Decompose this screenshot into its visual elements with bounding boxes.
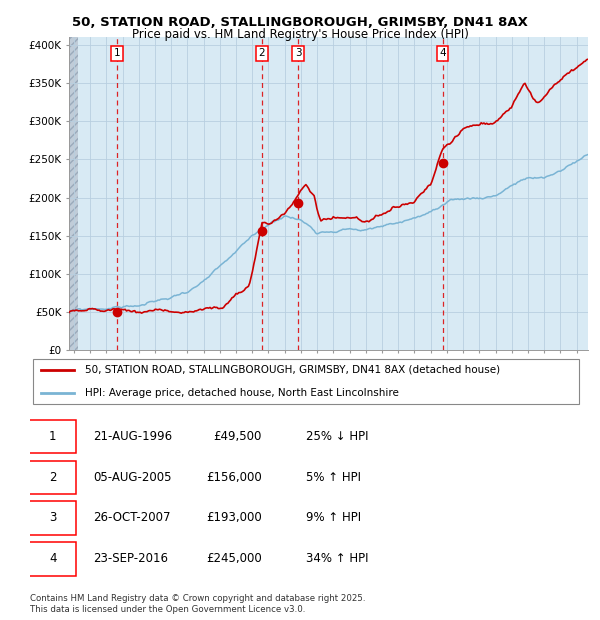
Text: £156,000: £156,000 bbox=[206, 471, 262, 484]
Text: Contains HM Land Registry data © Crown copyright and database right 2025.
This d: Contains HM Land Registry data © Crown c… bbox=[30, 595, 365, 614]
Text: 9% ↑ HPI: 9% ↑ HPI bbox=[306, 512, 361, 525]
Text: £49,500: £49,500 bbox=[214, 430, 262, 443]
Text: 4: 4 bbox=[439, 48, 446, 58]
FancyBboxPatch shape bbox=[29, 420, 76, 453]
FancyBboxPatch shape bbox=[29, 461, 76, 494]
FancyBboxPatch shape bbox=[33, 359, 579, 404]
Text: 1: 1 bbox=[113, 48, 120, 58]
Text: 25% ↓ HPI: 25% ↓ HPI bbox=[306, 430, 368, 443]
Text: £245,000: £245,000 bbox=[206, 552, 262, 565]
Text: HPI: Average price, detached house, North East Lincolnshire: HPI: Average price, detached house, Nort… bbox=[85, 388, 399, 397]
Text: 26-OCT-2007: 26-OCT-2007 bbox=[94, 512, 171, 525]
Text: 4: 4 bbox=[49, 552, 56, 565]
Text: 34% ↑ HPI: 34% ↑ HPI bbox=[306, 552, 368, 565]
Text: 3: 3 bbox=[49, 512, 56, 525]
Text: 5% ↑ HPI: 5% ↑ HPI bbox=[306, 471, 361, 484]
Text: 05-AUG-2005: 05-AUG-2005 bbox=[94, 471, 172, 484]
Text: 50, STATION ROAD, STALLINGBOROUGH, GRIMSBY, DN41 8AX (detached house): 50, STATION ROAD, STALLINGBOROUGH, GRIMS… bbox=[85, 365, 500, 375]
FancyBboxPatch shape bbox=[29, 501, 76, 534]
Text: £193,000: £193,000 bbox=[206, 512, 262, 525]
Text: 21-AUG-1996: 21-AUG-1996 bbox=[94, 430, 173, 443]
Text: 1: 1 bbox=[49, 430, 56, 443]
Text: 2: 2 bbox=[259, 48, 265, 58]
Text: 50, STATION ROAD, STALLINGBOROUGH, GRIMSBY, DN41 8AX: 50, STATION ROAD, STALLINGBOROUGH, GRIMS… bbox=[72, 16, 528, 29]
FancyBboxPatch shape bbox=[29, 542, 76, 575]
Text: 23-SEP-2016: 23-SEP-2016 bbox=[94, 552, 169, 565]
Text: 3: 3 bbox=[295, 48, 301, 58]
Text: 2: 2 bbox=[49, 471, 56, 484]
Text: Price paid vs. HM Land Registry's House Price Index (HPI): Price paid vs. HM Land Registry's House … bbox=[131, 28, 469, 41]
Bar bbox=[69, 37, 78, 350]
